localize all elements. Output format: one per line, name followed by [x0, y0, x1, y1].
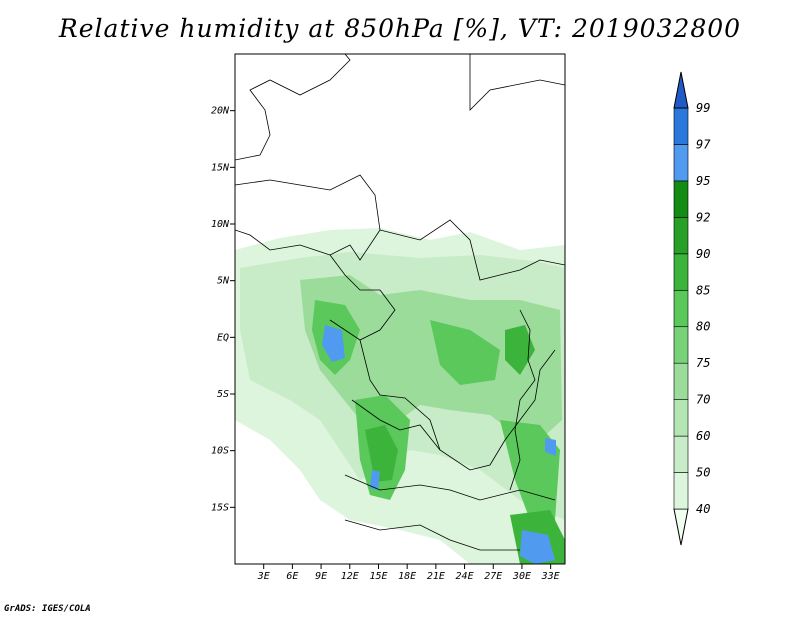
rh-region-97d [545, 438, 556, 456]
lon-tick-label: 21E [427, 571, 445, 582]
colorbar-label: 80 [696, 320, 710, 334]
lon-tick-label: 33E [541, 571, 560, 582]
map-frame [234, 53, 566, 565]
lon-tick-label: 6E [286, 571, 298, 582]
colorbar-label: 97 [696, 137, 711, 151]
lat-tick-label: 20N [211, 106, 230, 117]
latitude-axis: 20N 15N 10N 5N EQ 5S 10S 15S [211, 106, 235, 513]
colorbar-label: 40 [696, 502, 710, 516]
lon-tick-label: 12E [341, 571, 359, 582]
rh-region-97 [322, 325, 345, 362]
rh-region-97b [370, 470, 380, 490]
colorbar-label: 92 [696, 210, 710, 224]
lat-tick-label: 5N [217, 276, 230, 287]
colorbar-bin [673, 180, 689, 218]
colorbar: 40 50 60 70 75 80 85 90 92 95 97 99 [673, 71, 711, 546]
colorbar-label: 90 [696, 247, 710, 261]
lon-tick-label: 15E [369, 571, 387, 582]
lat-tick-label: 15N [211, 162, 230, 173]
footer-credit: GrADS: IGES/COLA [4, 604, 91, 614]
lon-tick-label: 9E [315, 571, 327, 582]
lat-tick-label: 5S [217, 389, 229, 400]
rh-region-85c [430, 320, 500, 385]
colorbar-upper-extension [673, 71, 689, 109]
colorbar-bin [673, 144, 689, 182]
colorbar-label: 70 [696, 393, 710, 407]
country-borders [235, 54, 565, 551]
rh-field [235, 228, 565, 564]
colorbar-label: 60 [696, 429, 710, 443]
lat-tick-label: EQ [217, 332, 229, 343]
rh-region-97c [520, 530, 555, 564]
colorbar-lower-extension [673, 508, 689, 546]
colorbar-bin [673, 289, 689, 328]
colorbar-label: 85 [696, 283, 710, 297]
lon-tick-label: 27E [484, 571, 502, 582]
lat-tick-label: 10N [211, 219, 230, 230]
colorbar-bin [673, 326, 689, 364]
colorbar-label: 95 [696, 174, 710, 188]
colorbar-bin [673, 472, 689, 510]
colorbar-bin [673, 107, 689, 145]
colorbar-label: 75 [696, 356, 710, 370]
longitude-axis: 3E 6E 9E 12E 15E 18E 21E 24E 27E 30E 33E [257, 564, 560, 582]
map-title: Relative humidity at 850hPa [%], VT: 201… [58, 14, 742, 43]
lon-tick-label: 3E [257, 571, 270, 582]
lat-tick-label: 15S [211, 502, 229, 513]
rh-region-90 [365, 425, 398, 482]
lon-tick-label: 24E [456, 571, 474, 582]
colorbar-bin [673, 253, 689, 291]
colorbar-bin [673, 399, 689, 437]
lat-tick-label: 10S [211, 446, 229, 457]
colorbar-bin [673, 362, 689, 400]
lon-tick-label: 30E [512, 571, 531, 582]
colorbar-label: 50 [696, 466, 710, 480]
rh-region-90b [505, 325, 535, 375]
colorbar-bin [673, 435, 689, 473]
lon-tick-label: 18E [398, 571, 416, 582]
colorbar-bin [673, 217, 689, 255]
colorbar-label: 99 [696, 101, 710, 115]
